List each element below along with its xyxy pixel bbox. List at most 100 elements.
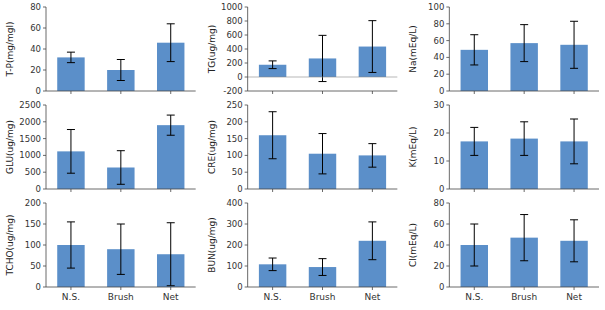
- y-tick-label: 20: [434, 128, 445, 138]
- error-bar: [117, 224, 125, 274]
- marks: [57, 222, 184, 287]
- error-cap: [570, 163, 578, 164]
- error-line: [474, 35, 475, 65]
- y-tick-label: 20: [434, 261, 445, 271]
- error-cap: [368, 259, 376, 260]
- y-tick: [446, 57, 449, 58]
- y-tick-label: 40: [30, 44, 41, 54]
- error-cap: [570, 119, 578, 120]
- y-axis-label: K(mEq/L): [408, 126, 418, 167]
- error-cap: [470, 64, 478, 65]
- x-tick-label: N.S.: [62, 292, 80, 302]
- y-tick: [245, 35, 248, 36]
- y-tick: [446, 91, 449, 92]
- y-tick: [245, 105, 248, 106]
- y-tick: [43, 287, 46, 288]
- zero-line: [248, 77, 398, 78]
- error-bar: [570, 21, 578, 68]
- marks: [461, 215, 588, 287]
- error-bar: [319, 259, 327, 276]
- x-tick: [372, 287, 373, 290]
- error-cap: [319, 258, 327, 259]
- error-bar: [269, 112, 277, 159]
- y-tick: [43, 121, 46, 122]
- error-cap: [269, 270, 277, 271]
- error-cap: [520, 214, 528, 215]
- y-axis: [46, 105, 47, 189]
- error-line: [70, 52, 71, 63]
- error-cap: [319, 173, 327, 174]
- x-tick: [574, 287, 575, 290]
- x-tick: [372, 189, 373, 192]
- error-bar: [520, 25, 528, 62]
- y-tick-label: 150: [226, 134, 242, 144]
- x-tick-label: N.S.: [264, 292, 282, 302]
- error-bar: [167, 115, 175, 135]
- y-tick-label: 30: [434, 100, 445, 110]
- y-axis: [247, 7, 248, 91]
- error-cap: [117, 59, 125, 60]
- y-tick: [446, 74, 449, 75]
- y-tick: [245, 7, 248, 8]
- error-line: [170, 24, 171, 62]
- y-tick: [446, 133, 449, 134]
- y-tick: [43, 7, 46, 8]
- error-bar: [269, 61, 277, 69]
- y-tick-label: 100: [226, 150, 242, 160]
- error-line: [574, 220, 575, 262]
- error-cap: [470, 266, 478, 267]
- y-tick-label: -200: [223, 86, 242, 96]
- y-tick: [43, 224, 46, 225]
- error-bar: [67, 130, 75, 174]
- x-tick: [372, 91, 373, 94]
- error-cap: [319, 133, 327, 134]
- x-tick-label: Brush: [310, 292, 336, 302]
- marks: [259, 112, 386, 189]
- panel: 020406080100Na(mEq/L): [408, 2, 599, 96]
- error-cap: [520, 121, 528, 122]
- y-tick: [245, 172, 248, 173]
- x-tick: [474, 189, 475, 192]
- x-tick: [322, 91, 323, 94]
- y-tick-label: 10: [434, 156, 445, 166]
- y-axis: [247, 105, 248, 189]
- y-tick-label: 0: [36, 86, 41, 96]
- panel: 050100150200TCHO(ug/mg)N.S.BrushNet: [5, 198, 196, 302]
- y-axis-label: Na(mEq/L): [408, 25, 418, 72]
- y-axis: [247, 203, 248, 287]
- error-bar: [67, 52, 75, 63]
- marks: [259, 21, 386, 82]
- error-bar: [520, 122, 528, 156]
- x-tick: [272, 91, 273, 94]
- y-tick: [245, 224, 248, 225]
- panel: 0100200300400BUN(ug/mg)N.S.BrushNet: [207, 198, 398, 302]
- error-bar: [470, 35, 478, 65]
- error-line: [372, 144, 373, 168]
- y-tick: [43, 138, 46, 139]
- x-tick: [322, 189, 323, 192]
- error-cap: [67, 52, 75, 53]
- y-tick: [446, 203, 449, 204]
- error-line: [272, 61, 273, 69]
- y-axis-label: TG(ug/mg): [207, 25, 217, 74]
- error-cap: [117, 150, 125, 151]
- error-cap: [319, 35, 327, 36]
- y-tick: [245, 245, 248, 246]
- error-line: [372, 222, 373, 260]
- x-tick-label: Net: [163, 292, 179, 302]
- y-tick-label: 0: [36, 184, 41, 194]
- y-tick-label: 50: [30, 261, 41, 271]
- error-cap: [67, 268, 75, 269]
- error-bar: [470, 224, 478, 266]
- error-cap: [570, 261, 578, 262]
- y-tick-label: 1000: [221, 2, 243, 12]
- error-cap: [167, 23, 175, 24]
- y-tick: [446, 245, 449, 246]
- y-tick: [446, 224, 449, 225]
- y-axis-label: BUN(ug/mg): [207, 217, 217, 272]
- error-bar: [167, 24, 175, 62]
- error-cap: [520, 260, 528, 261]
- marks: [461, 119, 588, 189]
- y-tick: [245, 189, 248, 190]
- error-line: [120, 151, 121, 185]
